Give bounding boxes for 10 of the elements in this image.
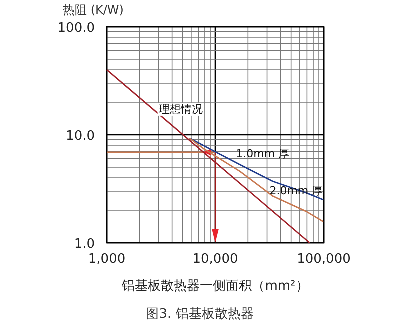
y-tick-label: 100.0	[58, 21, 95, 36]
x-tick-label: 10,000	[192, 252, 238, 267]
annotation: 理想情况	[158, 102, 203, 116]
x-tick-label: 1,000	[88, 252, 126, 267]
y-tick-label: 10.0	[66, 129, 95, 144]
y-axis-title: 热阻 (K/W)	[63, 3, 124, 17]
x-tick-label: 100,000	[297, 252, 351, 267]
x-axis-title: 铝基板散热器一侧面积（mm²）	[121, 279, 309, 294]
caption: 图3. 铝基板散热器	[146, 307, 254, 322]
y-tick-label: 1.0	[74, 237, 95, 252]
